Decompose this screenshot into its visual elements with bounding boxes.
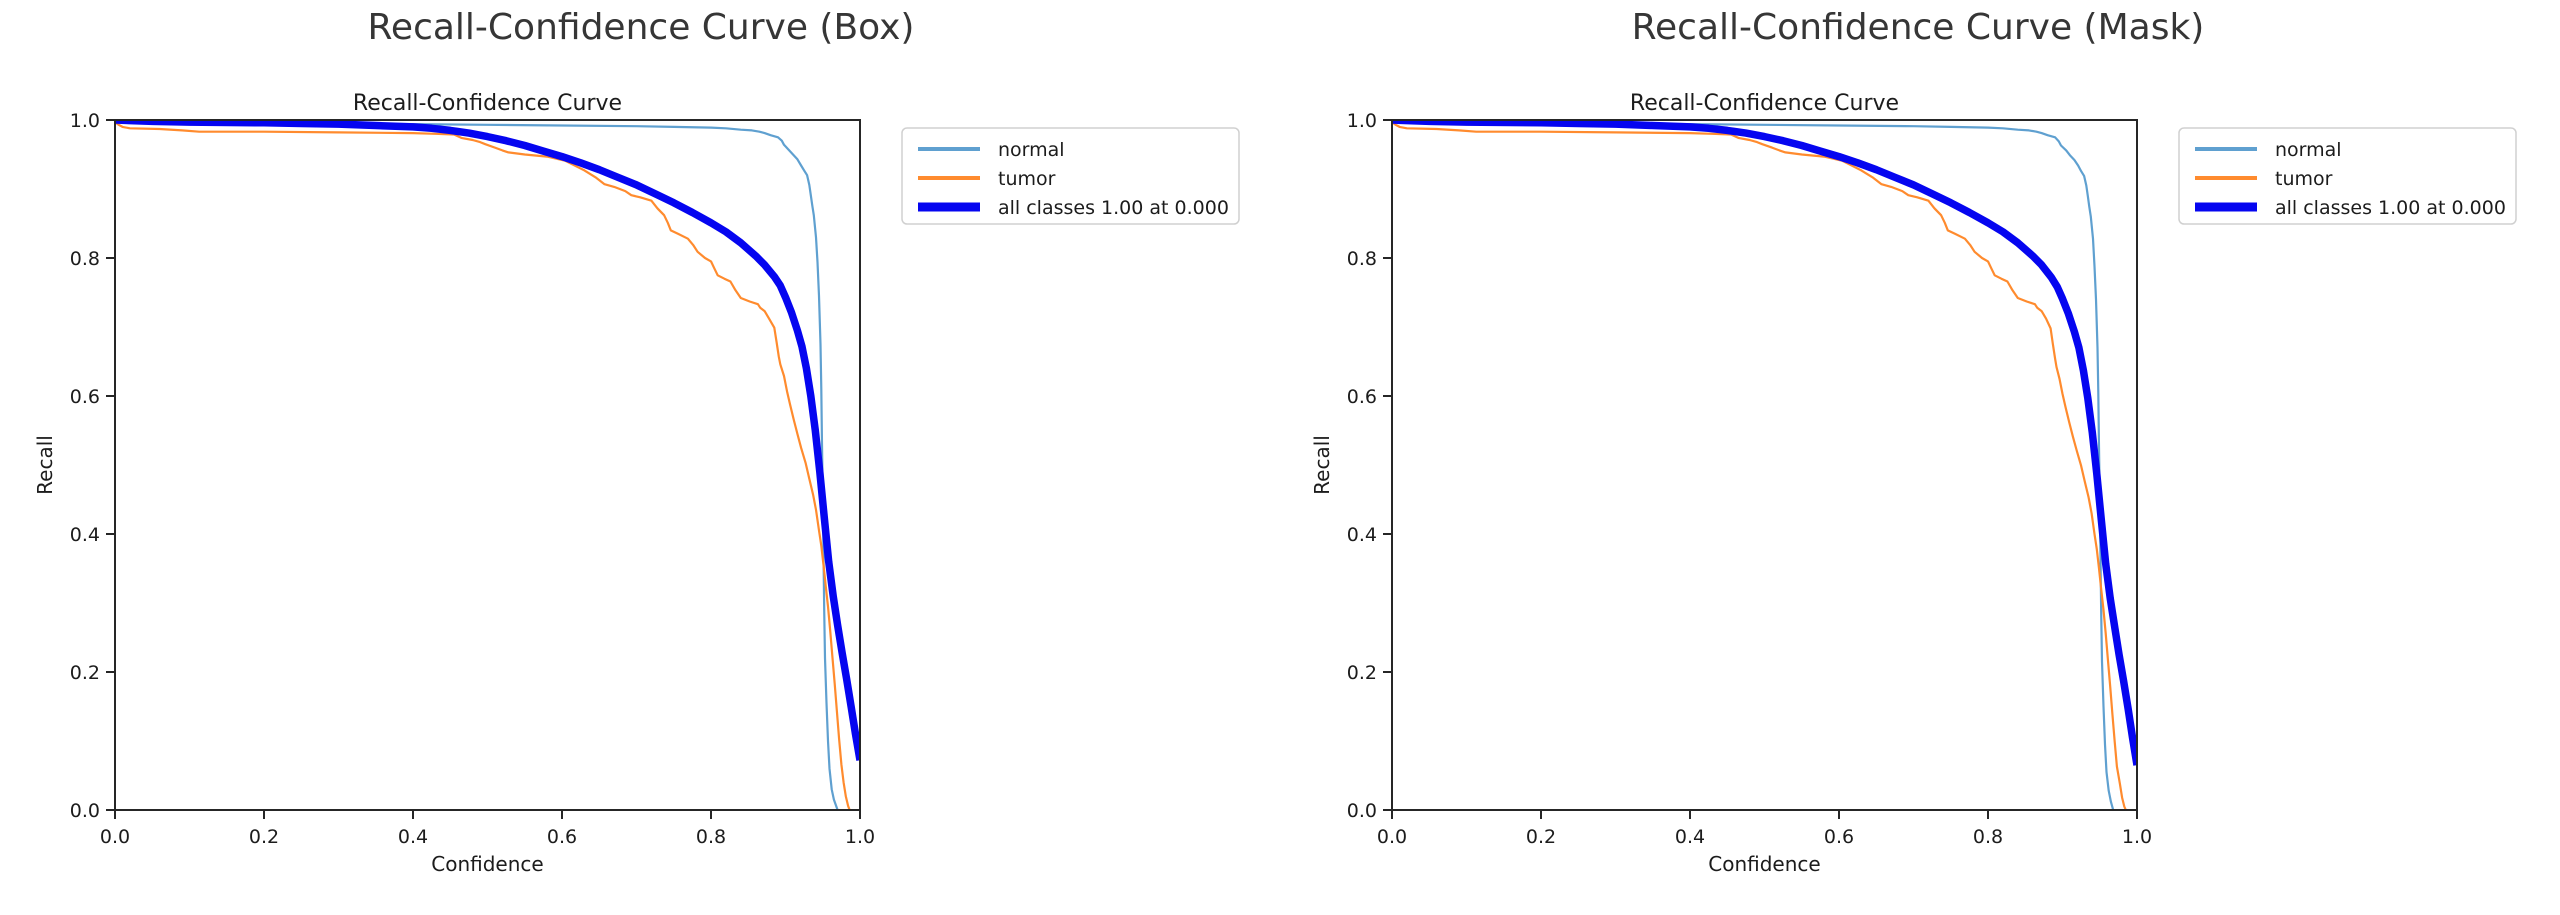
y-tick-label: 1.0	[70, 110, 100, 132]
x-tick-label: 0.0	[1377, 826, 1407, 848]
legend-label-normal: normal	[2275, 139, 2342, 161]
series-normal-line	[115, 120, 839, 811]
y-tick-label: 1.0	[1347, 110, 1377, 132]
x-tick-label: 0.8	[696, 826, 726, 848]
y-tick-label: 0.0	[70, 800, 100, 822]
legend: normal tumor all classes 1.00 at 0.000	[2178, 127, 2517, 225]
x-axis-label: Confidence	[431, 852, 543, 876]
x-tick-label: 1.0	[2122, 826, 2152, 848]
series-all_classes-line	[115, 119, 861, 761]
x-tick-label: 0.4	[1675, 826, 1705, 848]
legend-label-tumor: tumor	[2275, 168, 2333, 190]
chart-title-mask: Recall-Confidence Curve (Mask)	[1631, 7, 2205, 48]
series-all_classes-line	[1392, 119, 2138, 766]
legend-label-all_classes: all classes 1.00 at 0.000	[2275, 197, 2506, 219]
legend-entry-all_classes: all classes 1.00 at 0.000	[918, 197, 1229, 219]
legend-label-all_classes: all classes 1.00 at 0.000	[998, 197, 1229, 219]
axes-spines	[1391, 119, 2138, 811]
legend-box	[901, 127, 1240, 225]
x-tick-label: 0.0	[100, 826, 130, 848]
x-tick-label: 0.8	[1973, 826, 2003, 848]
legend-entry-all_classes: all classes 1.00 at 0.000	[2195, 197, 2506, 219]
y-tick-label: 0.2	[1347, 662, 1377, 684]
subplot-box: Recall-Confidence Curve 0.0 0.2 0.4 0.6 0.8 1.…	[33, 91, 1240, 876]
axes-title: Recall-Confidence Curve	[1630, 91, 1899, 116]
series-normal-line	[1392, 120, 2115, 811]
x-tick-label: 0.2	[249, 826, 279, 848]
y-tick-label: 0.4	[70, 524, 100, 546]
legend-entry-normal: normal	[2195, 139, 2342, 161]
y-axis-label: Recall	[33, 435, 57, 495]
x-axis-label: Confidence	[1708, 852, 1820, 876]
y-tick-label: 0.8	[70, 248, 100, 270]
chart-title-box: Recall-Confidence Curve (Box)	[367, 7, 915, 48]
y-tick-label: 0.4	[1347, 524, 1377, 546]
legend-box	[2178, 127, 2517, 225]
series-group	[1392, 119, 2138, 811]
legend-label-tumor: tumor	[998, 168, 1056, 190]
y-tick-label: 0.8	[1347, 248, 1377, 270]
y-axis-label: Recall	[1310, 435, 1334, 495]
x-tick-label: 0.4	[398, 826, 428, 848]
legend-label-normal: normal	[998, 139, 1065, 161]
y-tick-label: 0.6	[70, 386, 100, 408]
x-tick-label: 0.6	[1824, 826, 1854, 848]
x-tick-label: 0.6	[547, 826, 577, 848]
subplot-mask: Recall-Confidence Curve 0.0 0.2 0.4 0.6 0.8 1.…	[1310, 91, 2517, 876]
legend: normal tumor all classes 1.00 at 0.000	[901, 127, 1240, 225]
series-group	[115, 119, 861, 811]
series-tumor-line	[1392, 121, 2127, 811]
legend-entry-tumor: tumor	[918, 168, 1056, 190]
series-tumor-line	[115, 121, 851, 811]
axes-title: Recall-Confidence Curve	[353, 91, 622, 116]
legend-entry-normal: normal	[918, 139, 1065, 161]
y-tick-label: 0.0	[1347, 800, 1377, 822]
y-tick-label: 0.6	[1347, 386, 1377, 408]
y-tick-label: 0.2	[70, 662, 100, 684]
axes-spines	[114, 119, 861, 811]
x-tick-label: 0.2	[1526, 826, 1556, 848]
legend-entry-tumor: tumor	[2195, 168, 2333, 190]
x-tick-label: 1.0	[845, 826, 875, 848]
